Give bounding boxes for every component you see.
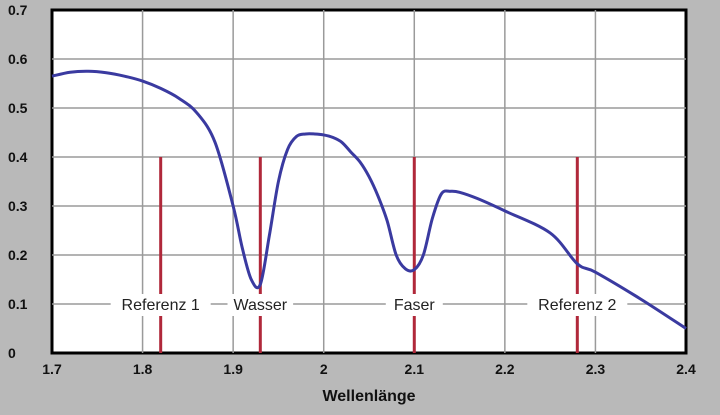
- spectrum-curve: [51, 69, 687, 330]
- marker-label: Wasser: [233, 297, 287, 314]
- x-tick-label: 1.7: [42, 361, 62, 377]
- x-tick-label: 1.8: [133, 361, 153, 377]
- y-tick-label: 0.2: [8, 247, 28, 263]
- marker-lines: [159, 157, 579, 353]
- x-tick-label: 2.2: [495, 361, 515, 377]
- marker-label-bg: [385, 294, 443, 316]
- marker-label-bg: [527, 294, 628, 316]
- x-tick-label: 2.3: [586, 361, 606, 377]
- y-tick-label: 0.5: [8, 100, 28, 116]
- y-tick-label: 0.4: [8, 149, 28, 165]
- y-tick-label: 0.7: [8, 2, 28, 18]
- y-tick-label: 0.6: [8, 51, 28, 67]
- x-tick-labels: 1.7 1.8 1.9 2 2.1 2.2 2.3 2.4: [42, 361, 696, 377]
- x-tick-label: 2.1: [405, 361, 425, 377]
- marker-labels: Referenz 1 Wasser Faser Referenz 2: [122, 297, 617, 314]
- y-tick-labels: 0 0.1 0.2 0.3 0.4 0.5 0.6 0.7: [8, 2, 28, 361]
- label-backgrounds: [110, 294, 628, 316]
- y-tick-label: 0: [8, 345, 16, 361]
- y-tick-label: 0.3: [8, 198, 28, 214]
- x-tick-label: 2: [320, 361, 328, 377]
- marker-label-bg: [110, 294, 211, 316]
- marker-label: Referenz 1: [122, 297, 200, 314]
- marker-label-bg: [227, 294, 294, 316]
- curve-layer: [51, 69, 687, 330]
- y-tick-label: 0.1: [8, 296, 28, 312]
- x-tick-label: 1.9: [223, 361, 243, 377]
- x-tick-label: 2.4: [676, 361, 696, 377]
- x-axis-label: Wellenlänge: [322, 388, 415, 405]
- marker-label: Referenz 2: [538, 297, 616, 314]
- marker-label: Faser: [394, 297, 436, 314]
